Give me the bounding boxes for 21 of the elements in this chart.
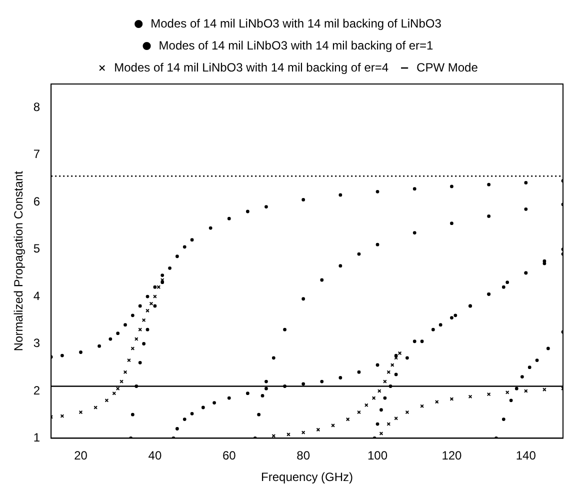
y-axis-title: Normalized Propagation Constant bbox=[12, 170, 26, 352]
y-tick-label: 8 bbox=[33, 100, 40, 114]
legend-label: Modes of 14 mil LiNbO3 with 14 mil backing of er=4 bbox=[114, 60, 389, 74]
x-tick-label: 20 bbox=[74, 448, 88, 463]
x-axis-title: Frequency (GHz) bbox=[261, 470, 354, 484]
y-tick-label: 6 bbox=[33, 194, 40, 208]
y-tick-label: 7 bbox=[33, 147, 40, 162]
y-tick-label: 1 bbox=[33, 430, 40, 445]
y-tick-label: 2 bbox=[33, 383, 40, 398]
x-tick-label: 140 bbox=[516, 448, 536, 463]
legend-label: Modes of 14 mil LiNbO3 with 14 mil backing of LiNbO3 bbox=[150, 16, 442, 30]
legend-label: Modes of 14 mil LiNbO3 with 14 mil backing of er=1 bbox=[158, 38, 434, 52]
x-tick-label: 120 bbox=[442, 448, 462, 463]
x-tick-label: 80 bbox=[296, 448, 310, 463]
x-tick-label: 60 bbox=[222, 448, 236, 463]
y-tick-label: 3 bbox=[33, 336, 40, 350]
legend-label: CPW Mode bbox=[416, 60, 478, 74]
x-tick-label: 40 bbox=[148, 448, 162, 463]
y-tick-label: 4 bbox=[33, 288, 40, 303]
x-tick-label: 100 bbox=[368, 448, 388, 463]
y-tick-label: 5 bbox=[33, 242, 40, 256]
